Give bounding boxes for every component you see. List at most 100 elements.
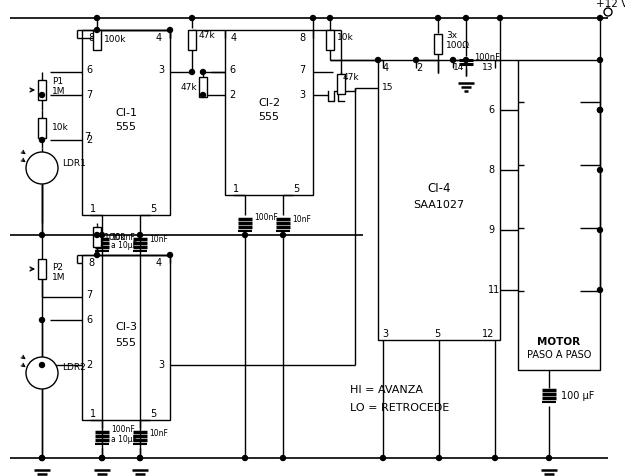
Circle shape [598,108,602,112]
Text: 4: 4 [156,258,162,268]
Circle shape [604,8,612,16]
Text: 14: 14 [453,63,464,72]
Circle shape [39,317,44,323]
Circle shape [99,232,104,238]
Circle shape [99,456,104,460]
Bar [378,60,500,340]
Circle shape [311,16,316,20]
Circle shape [598,168,602,172]
Text: +12 V: +12 V [596,0,625,9]
Circle shape [39,363,44,367]
Circle shape [39,456,44,460]
Text: LO = RETROCEDE: LO = RETROCEDE [350,403,449,413]
Circle shape [94,28,99,32]
Text: 100nF: 100nF [254,212,278,221]
Text: CI-2: CI-2 [258,98,280,108]
Circle shape [598,58,602,62]
Text: 100Ω: 100Ω [446,41,470,50]
Text: 8: 8 [88,258,94,268]
Bar [518,60,600,370]
Circle shape [281,232,286,238]
Circle shape [168,28,172,32]
Text: 9: 9 [488,225,494,235]
Text: 555: 555 [116,122,136,132]
Text: 5: 5 [150,409,156,419]
Circle shape [546,456,551,460]
Text: CI-4: CI-4 [428,181,451,195]
Text: 3: 3 [382,329,388,339]
Circle shape [201,92,206,98]
Circle shape [376,58,381,62]
Bar [82,30,170,215]
Text: 11: 11 [488,285,500,295]
Circle shape [26,152,58,184]
Text: 2: 2 [86,360,92,370]
Text: 3: 3 [158,360,164,370]
Circle shape [39,456,44,460]
Text: a 10µF: a 10µF [111,435,137,444]
Text: 1: 1 [90,409,96,419]
Text: CI-3: CI-3 [115,323,137,333]
Circle shape [94,252,99,258]
Text: 1M: 1M [52,272,66,281]
Bar [326,30,334,50]
Circle shape [436,16,441,20]
Circle shape [498,16,502,20]
Text: 10k: 10k [52,123,69,132]
Text: 3: 3 [299,90,305,100]
Circle shape [201,69,206,75]
Text: 100k: 100k [104,232,126,241]
Text: 555: 555 [259,112,279,122]
Text: 100nF: 100nF [111,426,135,435]
Text: P2: P2 [52,262,63,271]
Text: 5: 5 [150,204,156,214]
Circle shape [189,16,194,20]
Text: CI-1: CI-1 [115,108,137,118]
Text: 13: 13 [482,63,494,72]
Circle shape [94,16,99,20]
Text: 2: 2 [229,90,235,100]
Bar [337,74,345,94]
Text: 7: 7 [299,65,305,75]
Circle shape [598,16,602,20]
Circle shape [436,456,441,460]
Bar [199,77,207,97]
Text: 3x: 3x [446,31,457,40]
Circle shape [94,232,99,238]
Circle shape [464,16,469,20]
Text: 1: 1 [233,184,239,194]
Circle shape [168,252,172,258]
Bar [38,80,46,100]
Bar [188,30,196,50]
Circle shape [451,58,456,62]
Text: 1: 1 [90,204,96,214]
Text: 15: 15 [382,83,394,92]
Bar [93,227,101,247]
Circle shape [138,232,142,238]
Text: LDR1: LDR1 [62,159,86,168]
Circle shape [328,16,332,20]
Text: HI = AVANZA: HI = AVANZA [350,385,423,395]
Text: 7: 7 [86,90,92,100]
Circle shape [281,456,286,460]
Circle shape [242,232,248,238]
Bar [225,30,313,195]
Circle shape [598,228,602,232]
Circle shape [381,456,386,460]
Text: 47k: 47k [181,82,198,91]
Bar [82,255,170,420]
Text: 8: 8 [488,165,494,175]
Text: 3: 3 [158,65,164,75]
Text: 10nF: 10nF [149,428,168,437]
Text: 100 µF: 100 µF [561,391,594,401]
Text: 12: 12 [482,329,494,339]
Bar [38,259,46,279]
Text: 6: 6 [488,105,494,115]
Text: 10k: 10k [337,33,354,42]
Circle shape [138,456,142,460]
Circle shape [189,69,194,75]
Circle shape [242,456,248,460]
Text: 7: 7 [86,290,92,300]
Circle shape [598,288,602,292]
Text: 100nF: 100nF [474,53,500,62]
